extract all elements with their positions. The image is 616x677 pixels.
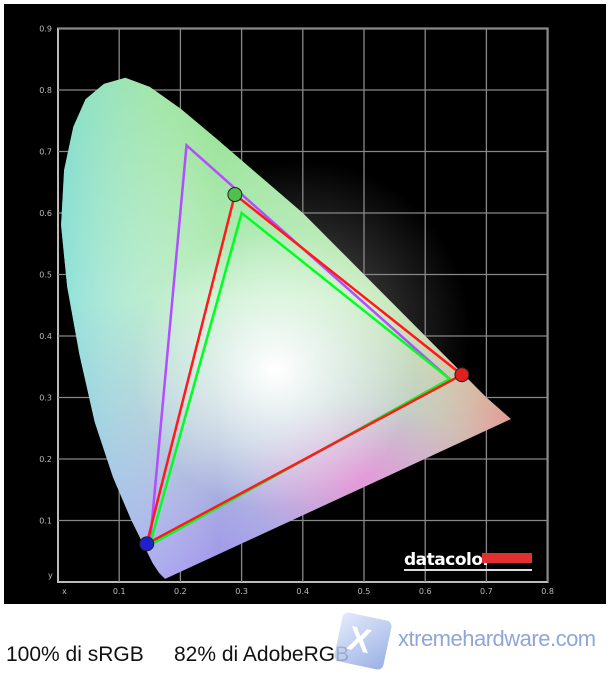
- x-tick-label: 0.8: [541, 587, 554, 596]
- y-tick-label: 0.1: [39, 517, 52, 526]
- x-axis-label: x: [62, 587, 67, 596]
- adobergb-coverage: 82% di AdobeRGB: [174, 643, 350, 666]
- srgb-coverage: 100% di sRGB: [6, 643, 144, 666]
- x-tick-label: 0.2: [174, 587, 187, 596]
- y-tick-label: 0.2: [39, 455, 52, 464]
- primary-marker: [139, 536, 155, 552]
- x-tick-label: 0.7: [480, 587, 493, 596]
- x-tick-label: 0.4: [296, 587, 309, 596]
- y-tick-label: 0.4: [39, 332, 52, 341]
- svg-text:datacolor: datacolor: [404, 550, 492, 570]
- y-tick-label: 0.3: [39, 394, 52, 403]
- y-tick-label: 0.5: [39, 271, 52, 280]
- x-tick-label: 0.3: [235, 587, 248, 596]
- y-tick-label: 0.7: [39, 148, 52, 157]
- watermark-logo-icon: X: [333, 611, 393, 671]
- primary-marker: [227, 187, 243, 203]
- y-tick-label: 0.9: [39, 25, 52, 34]
- y-tick-label: 0.6: [39, 209, 52, 218]
- y-tick-label: 0.8: [39, 86, 52, 95]
- datacolor-logo: datacolor: [404, 550, 532, 571]
- x-tick-label: 0.6: [419, 587, 432, 596]
- measured-gamut-triangle: [144, 192, 465, 547]
- x-tick-label: 0.1: [113, 587, 126, 596]
- y-axis-label: y: [48, 571, 53, 580]
- x-tick-label: 0.5: [358, 587, 371, 596]
- primary-marker: [454, 367, 470, 383]
- watermark-text: xtremehardware.com: [398, 626, 596, 651]
